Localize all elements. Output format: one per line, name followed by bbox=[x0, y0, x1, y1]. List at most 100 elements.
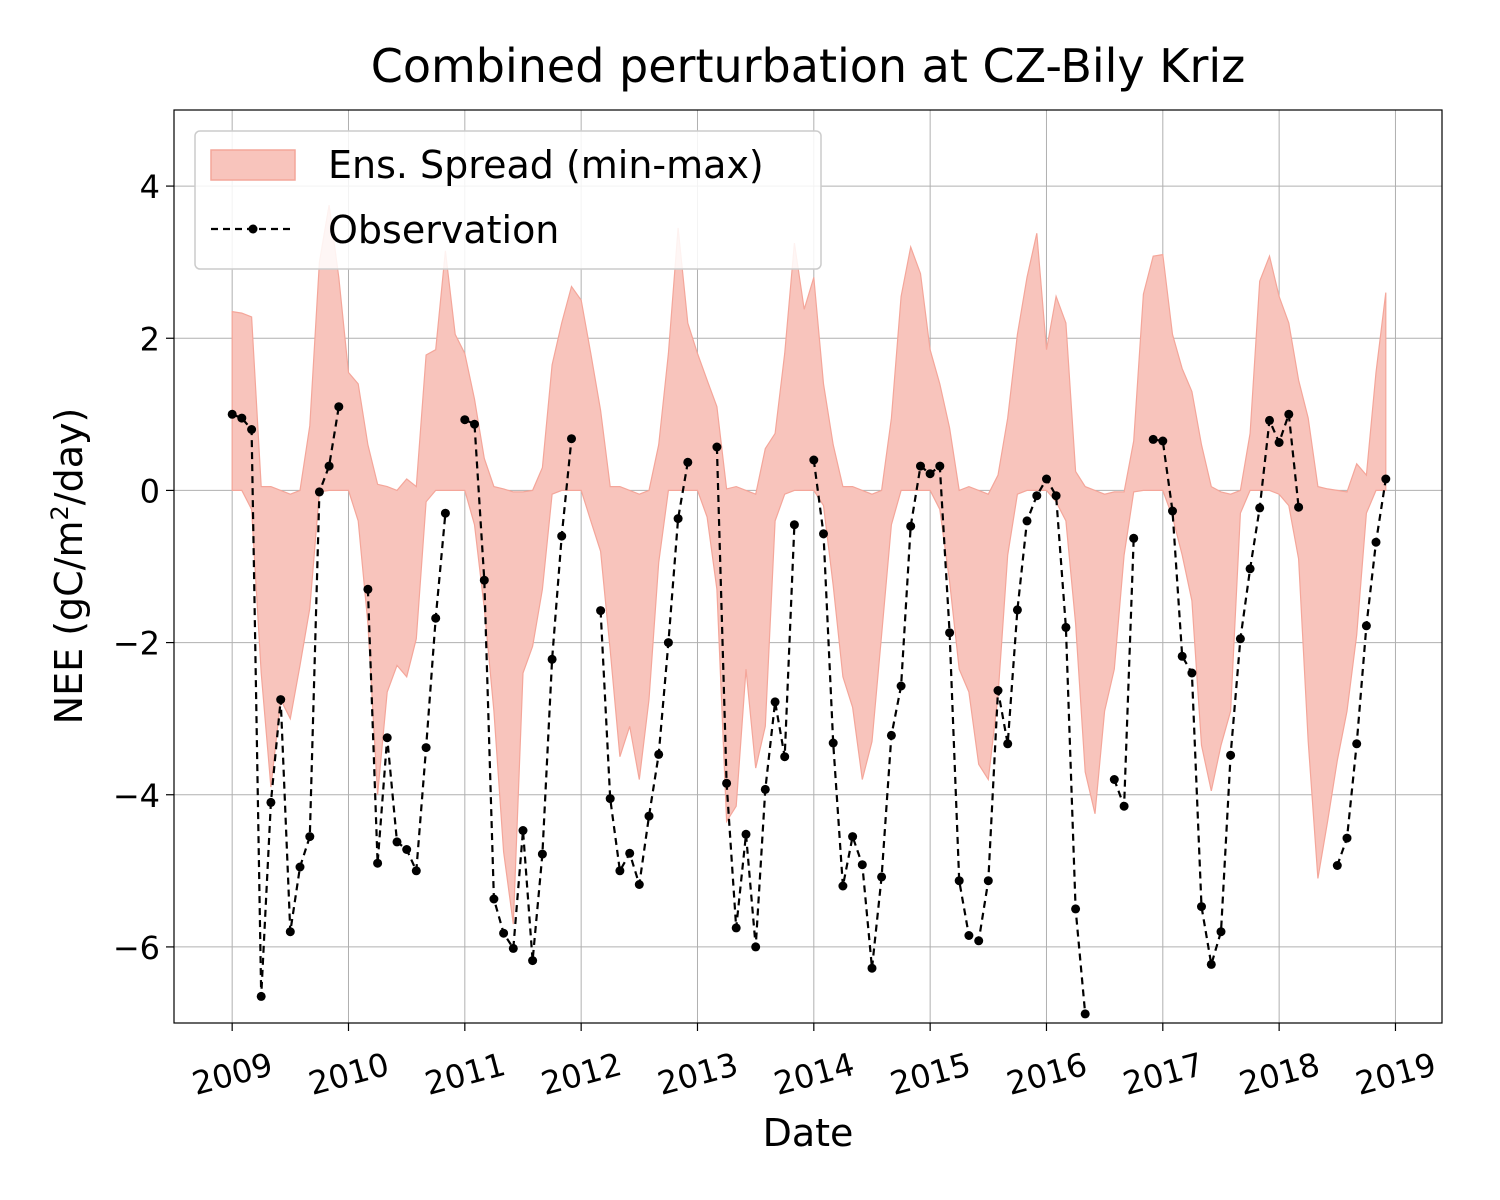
observation-point bbox=[596, 606, 606, 616]
observation-point bbox=[625, 848, 635, 858]
y-tick-label: −2 bbox=[113, 625, 160, 663]
observation-point bbox=[227, 409, 237, 419]
observation-point bbox=[925, 469, 935, 479]
observation-point bbox=[1274, 438, 1284, 447]
observation-point bbox=[731, 923, 741, 933]
observation-point bbox=[256, 991, 266, 1001]
observation-point bbox=[1071, 904, 1081, 914]
observation-point bbox=[1245, 564, 1255, 574]
observation-point bbox=[1061, 622, 1071, 632]
observation-point bbox=[1361, 621, 1371, 631]
x-tick-label: 2014 bbox=[770, 1045, 858, 1103]
observation-point bbox=[247, 425, 257, 434]
observation-point bbox=[1012, 605, 1022, 615]
x-tick-label: 2017 bbox=[1119, 1045, 1207, 1103]
y-axis-label-quantity: NEE bbox=[47, 648, 91, 724]
observation-point bbox=[1003, 739, 1013, 749]
observation-point bbox=[770, 697, 780, 707]
observation-point bbox=[363, 584, 373, 594]
observation-point bbox=[1042, 474, 1051, 484]
observation-point bbox=[1032, 491, 1042, 501]
observation-point bbox=[479, 575, 489, 585]
observation-point bbox=[334, 402, 344, 412]
chart-title: Combined perturbation at CZ-Bily Kriz bbox=[371, 39, 1246, 93]
observation-point bbox=[1352, 739, 1362, 749]
x-tick-label: 2019 bbox=[1351, 1045, 1439, 1103]
y-tick-label: 4 bbox=[140, 168, 160, 206]
observation-point bbox=[751, 942, 761, 952]
observation-line-segment bbox=[464, 418, 573, 961]
observation-point bbox=[1109, 775, 1119, 784]
observation-point bbox=[683, 457, 693, 467]
observation-line-segment bbox=[812, 459, 1087, 1015]
observation-point bbox=[295, 862, 305, 872]
plot-area-frame bbox=[173, 109, 1443, 1024]
observation-point bbox=[673, 514, 683, 524]
observation-point bbox=[974, 936, 984, 946]
observation-point bbox=[993, 686, 1003, 695]
x-tick-label: 2016 bbox=[1002, 1045, 1090, 1103]
observation-point bbox=[324, 461, 334, 471]
y-tick-label: −6 bbox=[113, 929, 160, 967]
observation-point bbox=[634, 880, 644, 889]
x-tick-label: 2013 bbox=[653, 1045, 741, 1103]
legend-observation-marker bbox=[248, 224, 258, 234]
observation-point bbox=[838, 881, 848, 891]
observation-point bbox=[935, 461, 945, 471]
observation-point bbox=[644, 811, 654, 821]
observation-point bbox=[1342, 833, 1352, 843]
observation-point bbox=[1381, 474, 1391, 484]
observation-point bbox=[615, 866, 625, 876]
x-axis-ticks: 2009 2010 2011 2012 2013 2014 2015 2016 2017 2018… bbox=[188, 1023, 1440, 1103]
observation-point bbox=[373, 858, 383, 868]
observation-line-segment bbox=[599, 462, 689, 885]
observation-point bbox=[305, 832, 315, 842]
observation-point bbox=[857, 860, 867, 870]
observation-point bbox=[1206, 959, 1216, 969]
x-tick-label: 2018 bbox=[1235, 1045, 1323, 1103]
observation-point bbox=[1119, 801, 1129, 811]
observation-point bbox=[906, 521, 916, 531]
observation-point bbox=[819, 529, 828, 539]
observation-point bbox=[1265, 415, 1274, 425]
observation-point bbox=[1235, 634, 1245, 644]
observation-point bbox=[489, 894, 499, 904]
observation-point bbox=[1080, 1009, 1090, 1019]
y-axis-label-unit-sup: 2 bbox=[46, 505, 74, 520]
observation-point bbox=[1371, 537, 1381, 547]
observation-point bbox=[276, 695, 286, 705]
observation-point bbox=[789, 520, 799, 530]
observation-point bbox=[1022, 516, 1032, 526]
observation-point bbox=[1216, 927, 1226, 937]
observation-point bbox=[780, 752, 790, 762]
observation-point bbox=[848, 832, 858, 842]
observation-point bbox=[760, 784, 770, 794]
observation-point bbox=[1168, 506, 1177, 516]
spread-band-area bbox=[231, 204, 1387, 925]
observation-point bbox=[431, 613, 441, 623]
observation-point bbox=[722, 778, 732, 788]
observation-point bbox=[983, 876, 993, 886]
y-axis-label: NEE (gC/m2/day) bbox=[46, 408, 91, 725]
observation-point bbox=[1294, 502, 1304, 512]
observation-point bbox=[528, 956, 538, 966]
observation-line-segment bbox=[1153, 413, 1300, 965]
observation-point bbox=[537, 849, 547, 859]
observation-point bbox=[945, 628, 955, 638]
observation-point bbox=[916, 461, 925, 471]
ensemble-spread-band bbox=[231, 204, 1387, 925]
observation-point bbox=[314, 487, 324, 497]
observation-point bbox=[663, 638, 673, 648]
observation-point bbox=[964, 931, 974, 940]
observation-point bbox=[886, 730, 896, 740]
observation-series bbox=[227, 402, 1391, 1019]
x-tick-label: 2009 bbox=[188, 1045, 276, 1103]
observation-point bbox=[828, 738, 838, 748]
legend: Ens. Spread (min-max) Observation bbox=[194, 130, 822, 270]
x-tick-label: 2015 bbox=[886, 1045, 974, 1103]
observation-point bbox=[518, 826, 528, 835]
observation-point bbox=[470, 419, 479, 429]
observation-point bbox=[402, 845, 412, 854]
observation-point bbox=[1148, 434, 1158, 444]
